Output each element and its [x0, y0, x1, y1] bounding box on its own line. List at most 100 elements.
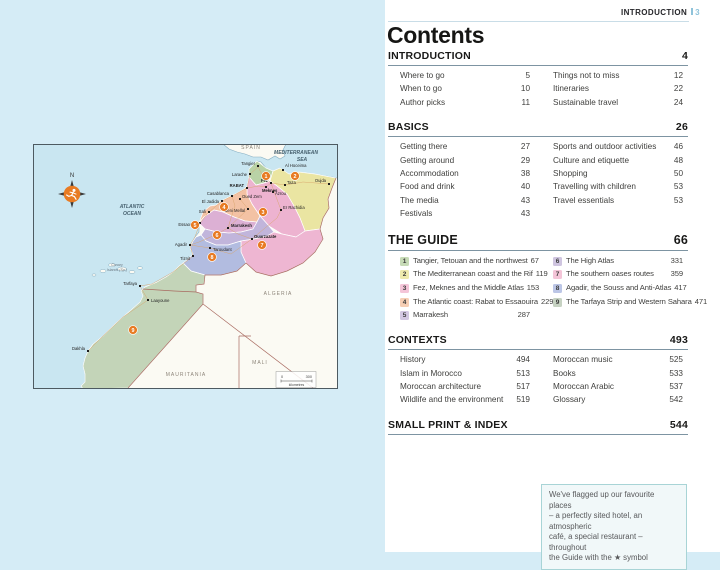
spain-landmass — [222, 144, 287, 161]
toc-entry-label: Festivals — [400, 209, 433, 219]
toc-section-name: INTRODUCTION — [388, 50, 471, 62]
chapter-bubble-number: 4 — [223, 205, 226, 211]
toc-entry-label: Travelling with children — [553, 182, 636, 192]
toc-entry: Moroccan architecture 517 — [400, 380, 530, 393]
city-marker-tarfaya — [139, 285, 141, 287]
toc-entry: Things not to miss 12 — [553, 69, 683, 82]
toc-column-right: Sports and outdoor activities 46 Culture a… — [553, 140, 683, 220]
svg-text:0: 0 — [281, 375, 283, 379]
toc-entry-label: Sports and outdoor activities — [553, 142, 657, 152]
toc-entry-page: 229 — [540, 296, 554, 306]
toc-entry-label: 1 Tangier, Tetouan and the northwest — [400, 254, 528, 268]
country-label: MALI — [252, 360, 268, 366]
canary-islands — [91, 262, 143, 277]
toc-entry-label: Shopping — [553, 169, 588, 179]
toc-entry-label: Moroccan music — [553, 355, 613, 365]
toc-section-name: THE GUIDE — [388, 232, 458, 247]
toc-sections: INTRODUCTION 4 Where to go 5 When to go 10 Aut… — [388, 50, 707, 435]
toc-entry-page: 537 — [669, 381, 683, 391]
city-marker-beni-mellal — [247, 208, 249, 210]
toc-section-small-print-index: SMALL PRINT & INDEX 544 — [388, 419, 688, 435]
toc-section-page: 66 — [673, 232, 688, 247]
country-label: SPAIN — [241, 145, 261, 151]
city-label: Safi — [199, 209, 206, 214]
toc-entry-page: 38 — [520, 169, 530, 179]
toc-entry: Glossary 542 — [553, 393, 683, 406]
toc-entry-label: 7 The southern oases routes — [553, 267, 654, 281]
toc-entry: Travel essentials 53 — [553, 194, 683, 207]
chapter-number-chip: 8 — [553, 284, 562, 294]
running-head-section: INTRODUCTION — [621, 8, 688, 17]
toc-entry: Moroccan music 525 — [553, 353, 683, 366]
toc-entry-label: History — [400, 355, 426, 365]
sea-label: ATLANTIC — [119, 204, 145, 210]
city-marker-tangier — [257, 165, 259, 167]
city-marker-oujda — [328, 183, 330, 185]
place-label: Canary — [111, 263, 123, 267]
toc-entry: 6 The High Atlas 331 — [553, 254, 683, 268]
toc-entry-label: 9 The Tarfaya Strip and Western Sahara — [553, 295, 692, 309]
toc-column-left: History 494 Islam in Morocco 513 Moroccan ar… — [388, 353, 530, 407]
toc-section-introduction: INTRODUCTION 4 Where to go 5 When to go 10 Aut… — [388, 50, 688, 109]
toc-entry-label: When to go — [400, 84, 442, 94]
toc-entry-label: Travel essentials — [553, 195, 615, 205]
toc-entry-label: 6 The High Atlas — [553, 254, 614, 268]
toc-column-left: Getting there 27 Getting around 29 Accommoda… — [388, 140, 530, 220]
favourites-note-box: We've flagged up our favourite places – … — [541, 484, 687, 570]
toc-entry-page: 417 — [674, 283, 687, 293]
toc-entry: Itineraries 22 — [553, 82, 683, 95]
toc-entry-page: 24 — [673, 97, 683, 107]
chapter-bubble-number: 6 — [216, 233, 219, 239]
chapter-bubble-3: 3 — [258, 207, 268, 217]
map-frame — [33, 144, 338, 389]
city-marker-marrakesh — [227, 227, 229, 229]
compass-rose — [58, 180, 86, 208]
toc-section-header: BASICS 26 — [388, 121, 688, 138]
toc-section-header: THE GUIDE 66 — [388, 233, 688, 251]
chapter-bubble-number: 3 — [262, 210, 265, 216]
city-marker-ouarzazate — [251, 238, 253, 240]
toc-entry: 3 Fez, Meknes and the Middle Atlas 153 — [400, 281, 539, 295]
toc-entry: Sustainable travel 24 — [553, 96, 683, 109]
toc-entry: Books 533 — [553, 367, 683, 380]
chapter-bubble-2: 2 — [290, 171, 300, 181]
city-marker-al-hoceima — [282, 169, 284, 171]
toc-entry: Moroccan Arabic 537 — [553, 380, 683, 393]
toc-column-right: Moroccan music 525 Books 533 Moroccan Arabic… — [553, 353, 683, 407]
city-label: Oujda — [315, 178, 327, 183]
toc-column-left: Where to go 5 When to go 10 Author picks 11 — [388, 69, 530, 109]
city-marker-dakhla — [87, 350, 89, 352]
toc-entry-label: Accommodation — [400, 169, 459, 179]
toc-section-name: CONTEXTS — [388, 334, 447, 347]
running-head: INTRODUCTION 3 — [388, 8, 700, 17]
toc-entry: Author picks 11 — [400, 96, 530, 109]
sea-label: SEA — [297, 157, 308, 163]
toc-entry-label: Wildlife and the environment — [400, 395, 504, 405]
city-marker-larache — [249, 173, 251, 175]
chapter-number-chip: 9 — [553, 297, 562, 307]
runner-icon — [66, 188, 77, 200]
toc-section-header: INTRODUCTION 4 — [388, 50, 688, 66]
city-label: Tarfaya — [123, 281, 137, 286]
toc-entry-page: 43 — [520, 209, 530, 219]
toc-entry-page: 27 — [520, 142, 530, 152]
chapter-bubble-number: 5 — [194, 223, 197, 229]
sea-label: OCEAN — [123, 211, 141, 217]
toc-columns: History 494 Islam in Morocco 513 Moroccan ar… — [388, 353, 688, 407]
city-label: Al Hoceima — [285, 163, 307, 168]
city-marker-er-rachidia — [280, 209, 282, 211]
toc-section-page: 26 — [675, 121, 688, 134]
toc-entry-label: 3 Fez, Meknes and the Middle Atlas — [400, 281, 524, 295]
city-marker-meknes — [265, 186, 267, 188]
chapter-bubble-number: 9 — [132, 328, 135, 334]
toc-entry-page: 471 — [694, 296, 708, 306]
city-label: Azrou — [275, 191, 287, 196]
toc-entry-label: Getting there — [400, 142, 448, 152]
city-marker-laayoune — [147, 299, 149, 301]
chapter-bubble-number: 2 — [294, 174, 297, 180]
city-marker-safi — [208, 211, 210, 213]
country-borders — [127, 177, 337, 389]
